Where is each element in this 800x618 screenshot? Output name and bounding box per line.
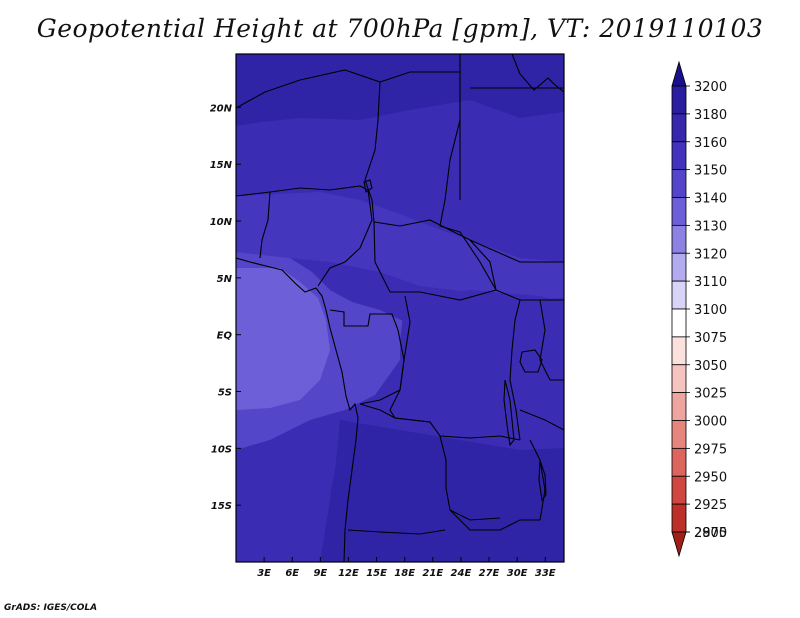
colorbar-swatch [671, 141, 687, 171]
colorbar-swatch [671, 224, 687, 254]
lon-tick-label: 3E [257, 568, 271, 579]
colorbar-label: 3000 [694, 415, 727, 430]
colorbar-label: 3200 [694, 80, 727, 95]
grads-credit: GrADS: IGES/COLA [4, 603, 98, 613]
colorbar-label: 2950 [694, 470, 727, 485]
lon-tick-label: 27E [479, 568, 500, 579]
colorbar-top-arrow [671, 60, 687, 87]
lon-tick-label: 33E [535, 568, 556, 579]
lake-malawi [538, 459, 547, 502]
field-region-3150-band [236, 192, 564, 300]
colorbar-label: 3180 [694, 108, 727, 123]
border-zambia-south [449, 509, 540, 531]
border-kenya [539, 299, 564, 381]
border-angola-namibia [347, 529, 446, 535]
field-region-3160-southwest [236, 420, 340, 562]
border-sudan-south-sudan [469, 239, 564, 263]
border-congo-gabon [329, 309, 405, 405]
lake-chad [363, 179, 373, 193]
border-chad-sudan [439, 119, 497, 291]
border-niger-chad [364, 81, 381, 223]
field-base [236, 54, 564, 562]
field-region-3180-north [236, 54, 470, 126]
colorbar-label: 3130 [694, 219, 727, 234]
lon-tick-label: 12E [338, 568, 359, 579]
lat-tick-label: 5N [217, 274, 233, 285]
lake-victoria [519, 349, 543, 373]
colorbar-swatch [671, 113, 687, 143]
lat-tick-label: 10S [211, 444, 232, 455]
lat-tick-label: 20N [210, 103, 233, 114]
colorbar-label: 3100 [694, 303, 727, 318]
lon-tick-label: 30E [507, 568, 528, 579]
field-region-3130-ocean [236, 268, 330, 410]
lat-tick-label: 15N [210, 160, 233, 171]
east-africa-coastline [511, 54, 564, 93]
border-tanzania [519, 409, 564, 431]
colorbar-swatch [671, 308, 687, 338]
west-africa-coastline [236, 257, 359, 562]
colorbar-label: 3160 [694, 136, 727, 151]
lon-tick-label: 15E [366, 568, 387, 579]
colorbar-swatch [671, 280, 687, 310]
lon-ticks: 3E 6E 9E 12E 15E 18E 21E 24E 27E 30E 33E [257, 557, 556, 579]
colorbar-bottom-arrow [671, 531, 687, 558]
colorbar-label: 2875 [694, 526, 727, 541]
colorbar-swatch [671, 336, 687, 366]
colorbar-label: 3120 [694, 247, 727, 262]
colorbar-label: 3075 [694, 331, 727, 346]
map-frame [235, 53, 565, 563]
border-malawi [529, 439, 546, 521]
colorbar-swatch [671, 392, 687, 421]
border-south-sudan-drc [495, 289, 564, 301]
border-nigeria-cameroon [259, 191, 271, 259]
colorbar-swatch [671, 169, 687, 198]
border-drc-east [509, 299, 521, 441]
lon-tick-label: 18E [394, 568, 415, 579]
colorbar-swatch [671, 197, 687, 226]
lat-ticks: 20N 15N 10N 5N EQ 5S 10S 15S [210, 103, 241, 512]
colorbar-label: 3140 [694, 192, 727, 207]
colorbar-swatch [671, 503, 687, 533]
colorbar-label: 3110 [694, 275, 727, 290]
colorbar-label: 3025 [694, 387, 727, 402]
lon-tick-label: 9E [313, 568, 327, 579]
colorbar-swatch [671, 447, 687, 477]
country-borders [236, 54, 564, 562]
colorbar-label: 3150 [694, 164, 727, 179]
colorbar-swatch [671, 364, 687, 394]
colorbar-label: 3050 [694, 359, 727, 374]
lon-tick-label: 24E [451, 568, 472, 579]
border-car [373, 219, 497, 301]
border-drc-angola [359, 403, 521, 441]
colorbar-swatch [671, 252, 687, 282]
lat-tick-label: 10N [210, 217, 233, 228]
border-libya-niger [236, 69, 460, 109]
field-region-3140-ocean [236, 252, 405, 450]
field-region-3180-south [320, 420, 564, 562]
border-drc-west [389, 295, 431, 423]
geopotential-field [236, 54, 564, 562]
colorbar: 3200 3180 3160 3150 3140 3130 3120 3110 3100 3075… [671, 60, 727, 558]
lat-tick-label: EQ [217, 331, 233, 342]
lon-tick-label: 6E [285, 568, 299, 579]
colorbar-swatch [671, 85, 687, 115]
colorbar-swatch [671, 420, 687, 449]
lat-tick-label: 5S [218, 388, 232, 399]
field-region-3160-basin [400, 290, 564, 440]
border-angola-zambia [439, 435, 501, 521]
colorbar-label: 2900 [694, 526, 727, 541]
border-nigeria-north [236, 185, 369, 197]
colorbar-label: 2925 [694, 498, 727, 513]
border-cameroon-chad [317, 189, 373, 287]
colorbar-label: 2975 [694, 442, 727, 457]
lake-tanganyika [503, 379, 515, 447]
lon-tick-label: 21E [422, 568, 443, 579]
map-title: Geopotential Height at 700hPa [gpm], VT:… [36, 14, 764, 43]
field-region-3180-north-east [470, 54, 564, 118]
colorbar-swatch [671, 475, 687, 505]
lat-tick-label: 15S [211, 501, 232, 512]
